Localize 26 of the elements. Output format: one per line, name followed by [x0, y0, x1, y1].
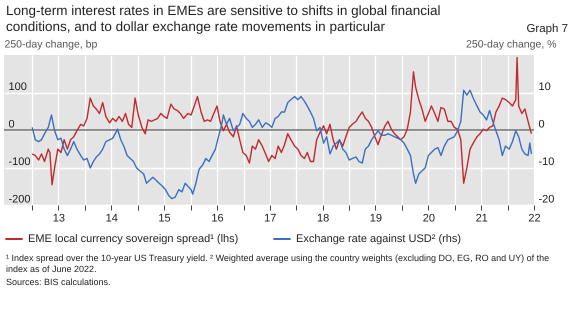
x-tick-label: 17	[264, 212, 276, 224]
y2-tick-label: -20	[538, 194, 554, 206]
x-tick-label: 13	[52, 212, 66, 224]
source-note: Sources: BIS calculations.	[6, 277, 112, 288]
x-tick-label: 14	[106, 212, 118, 224]
y2-axis-title: 250-day change, %	[466, 38, 556, 50]
x-tick-label: 20	[422, 212, 435, 224]
y2-tick-label: -10	[538, 156, 554, 168]
y-tick-label: 0	[8, 118, 15, 130]
x-tick-label: 22	[528, 212, 541, 224]
text: ¹ Index spread over the 10-year US Treasury yield. ² Weighted average using the country weights (excluding DO, EG, RO and UY) of the index as of June 2022.	[6, 253, 550, 275]
x-tick-label: 18	[316, 212, 330, 224]
x-tick-label: 15	[158, 212, 171, 224]
y-tick-label: 100	[8, 81, 27, 93]
x-tick-label: 19	[370, 212, 382, 224]
y-axis-title: 250-day change, bp	[4, 38, 98, 50]
y2-tick-label: 0	[538, 118, 545, 130]
x-tick-label: 16	[211, 212, 224, 224]
y-tick-label: -100	[8, 156, 31, 168]
y-tick-label: -200	[8, 194, 31, 206]
chart-subtitle: Graph 7	[526, 23, 568, 35]
legend-label: Exchange rate against USD² (rhs)	[296, 233, 462, 245]
x-tick-label: 21	[476, 212, 488, 224]
legend-label: EME local currency sovereign spread¹ (lhs)	[28, 233, 238, 245]
chart-title: Long-term interest rates in EMEs are sensitive to shifts in global financial conditions, and to dollar exchange rate movements in particular	[6, 3, 442, 35]
y2-tick-label: 10	[538, 81, 551, 93]
